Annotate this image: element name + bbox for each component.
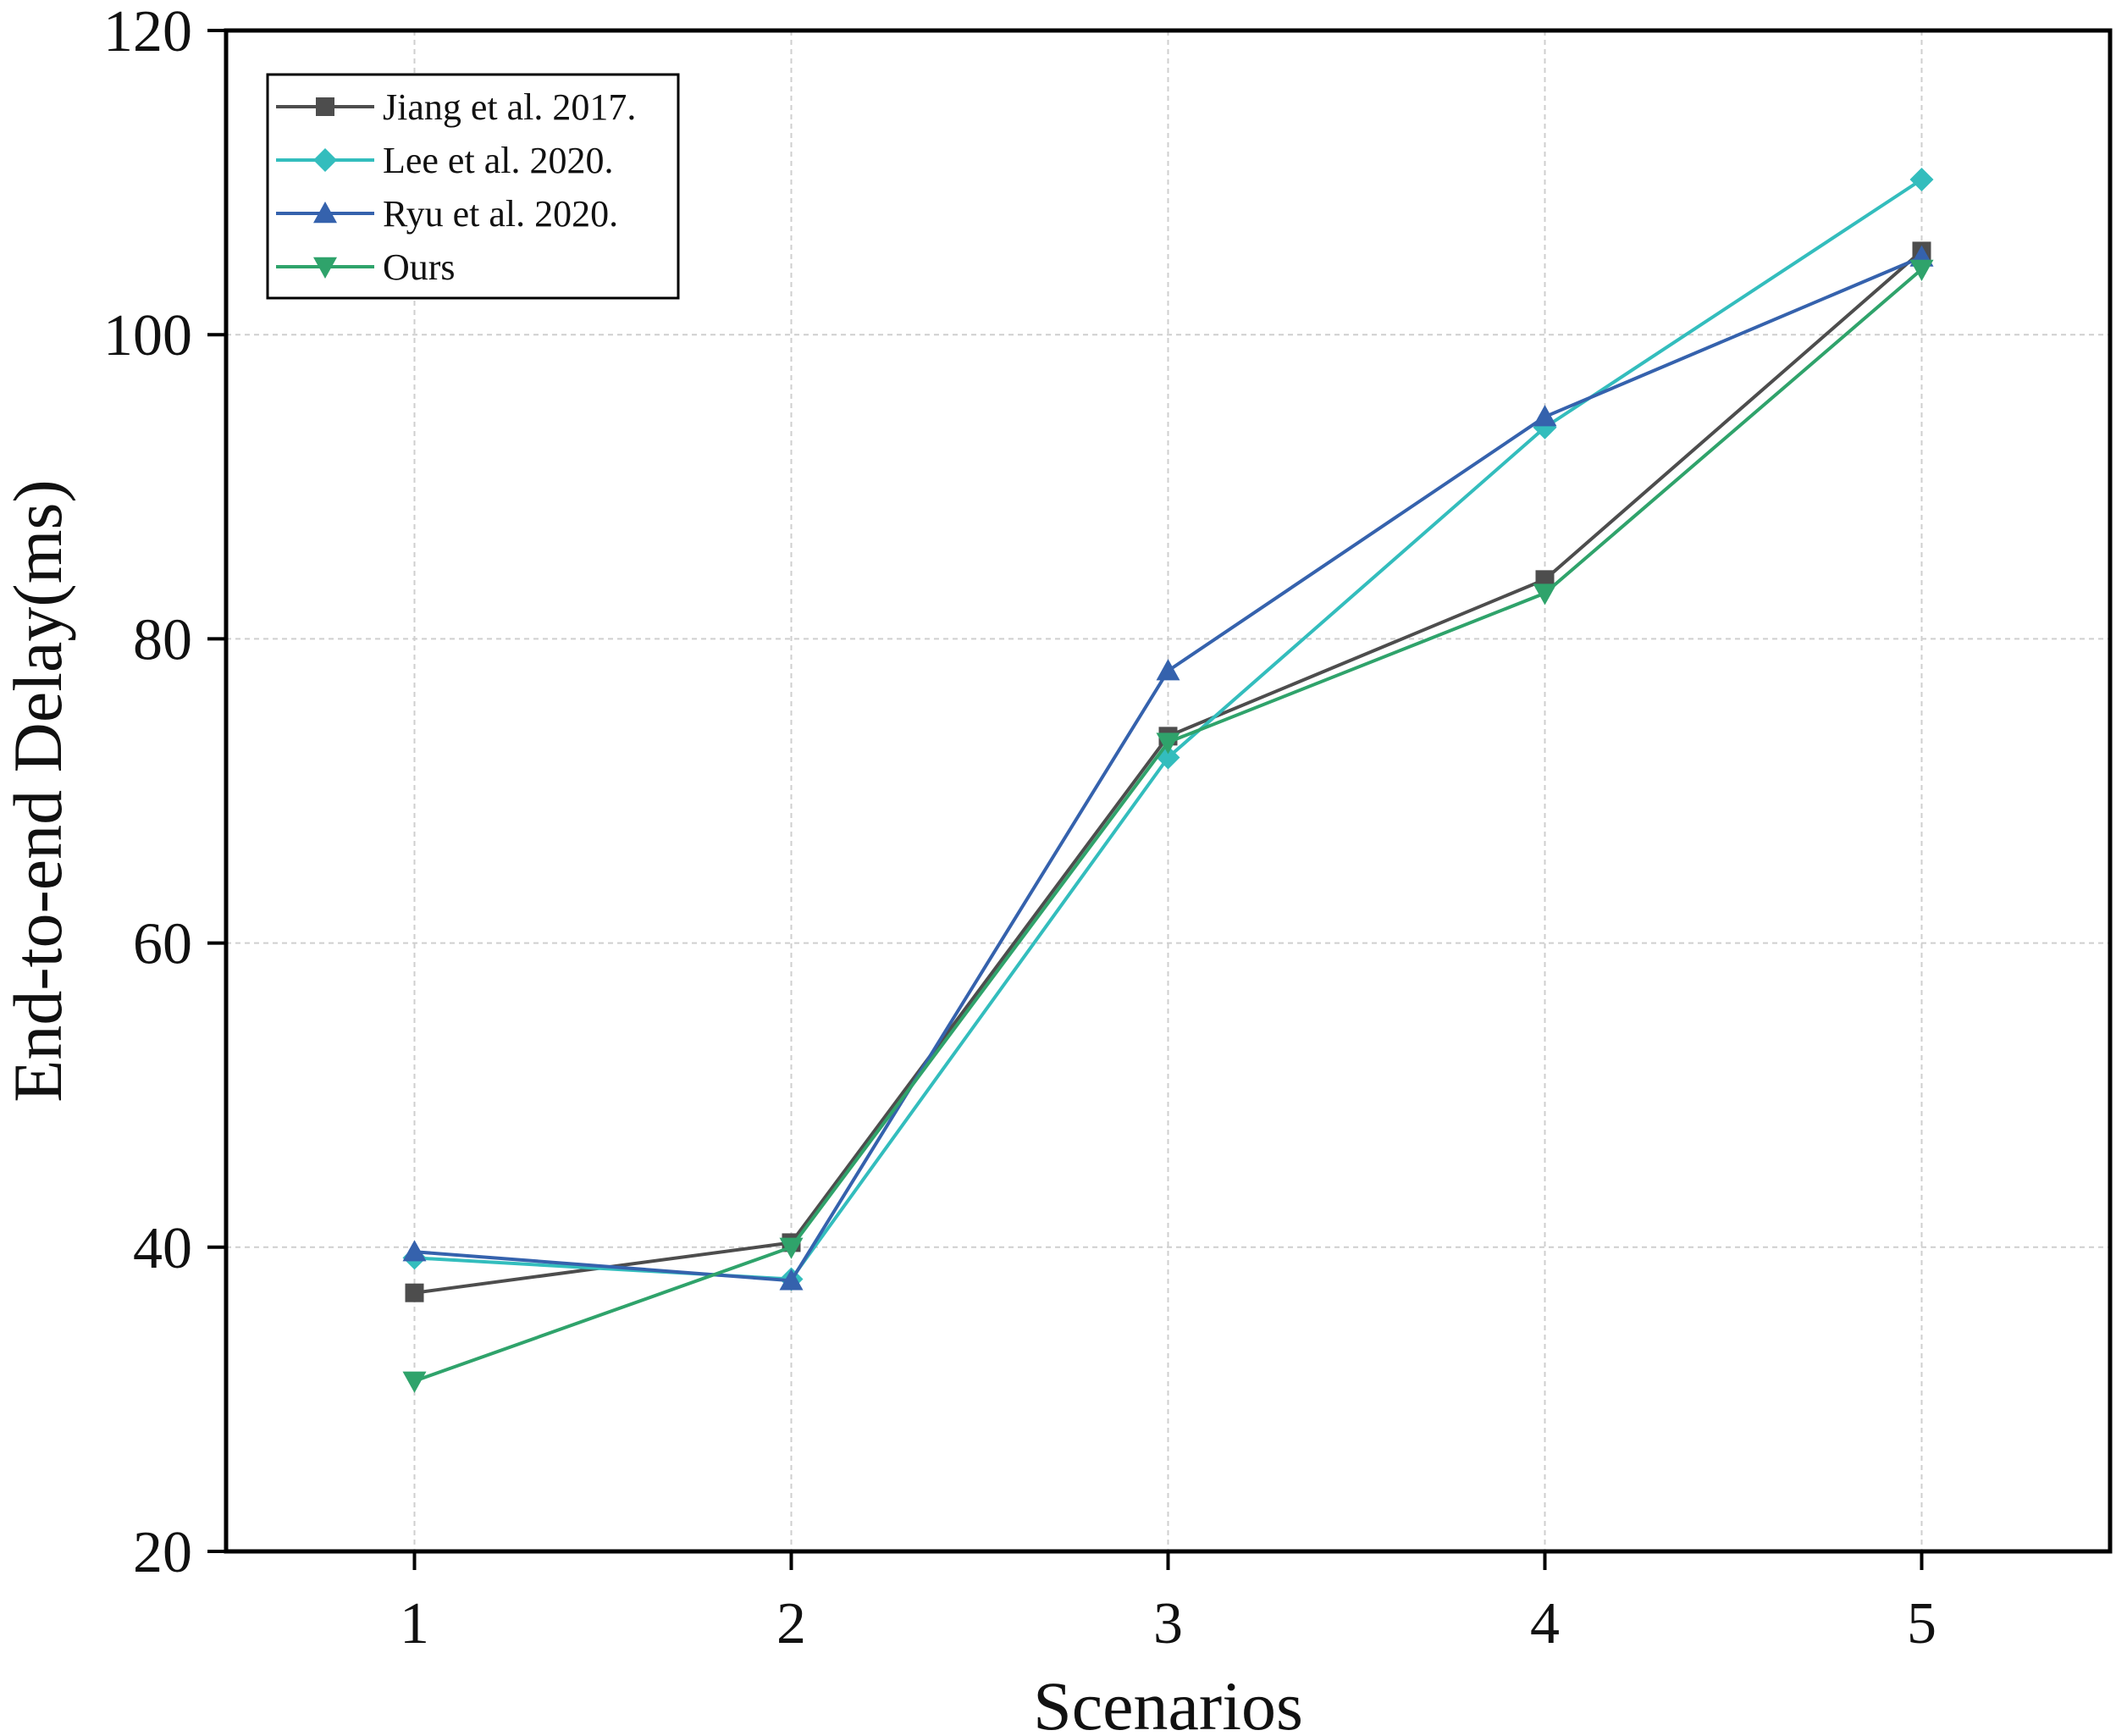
data-point-s3-x3 [1156, 659, 1180, 681]
data-point-s3-x2 [779, 1269, 804, 1291]
y-tick-label-4: 80 [133, 607, 192, 672]
legend-label-3: Ryu et al. 2020. [383, 193, 618, 235]
data-point-s1-x1 [405, 1283, 424, 1302]
legend-item-3: Ryu et al. 2020. [276, 193, 618, 235]
legend-item-2: Lee et al. 2020. [276, 140, 613, 181]
data-point-s4-x4 [1533, 583, 1557, 605]
x-axis-title: Scenarios [1033, 1667, 1303, 1736]
y-axis-title: End-to-end Delay(ms) [0, 479, 76, 1102]
y-tick-label-1: 20 [133, 1520, 192, 1585]
axis-ticks: 1 2 3 4 5 20 40 60 80 100 120 [103, 0, 1936, 1656]
x-tick-label-4: 4 [1530, 1591, 1560, 1656]
y-tick-label-6: 120 [103, 0, 192, 64]
data-point-s4-x5 [1909, 259, 1934, 281]
legend-box [266, 73, 680, 300]
y-tick-label-2: 40 [133, 1216, 192, 1281]
y-tick-label-5: 100 [103, 303, 192, 368]
legend-marker-4 [313, 257, 337, 279]
data-point-s3-x4 [1533, 405, 1557, 427]
legend-marker-1 [316, 97, 334, 116]
legend-marker-2 [313, 148, 337, 172]
x-tick-label-5: 5 [1907, 1591, 1936, 1656]
x-tick-label-1: 1 [400, 1591, 429, 1656]
plot-series [402, 168, 1934, 1393]
x-tick-label-2: 2 [776, 1591, 806, 1656]
legend: Jiang et al. 2017. Lee et al. 2020. Ryu et… [266, 73, 680, 300]
legend-label-4: Ours [383, 246, 456, 288]
legend-item-1: Jiang et al. 2017. [276, 86, 636, 128]
data-point-s4-x3 [1156, 733, 1180, 755]
data-point-s2-x5 [1909, 168, 1934, 192]
legend-label-1: Jiang et al. 2017. [383, 86, 636, 128]
legend-label-2: Lee et al. 2020. [383, 140, 613, 181]
x-tick-label-3: 3 [1153, 1591, 1183, 1656]
series-4 [402, 259, 1934, 1393]
data-point-s4-x1 [402, 1371, 427, 1393]
legend-item-4: Ours [276, 246, 456, 288]
data-point-s4-x2 [779, 1237, 804, 1259]
data-point-s3-x1 [402, 1240, 427, 1262]
y-tick-label-3: 60 [133, 912, 192, 977]
legend-marker-3 [313, 202, 337, 224]
